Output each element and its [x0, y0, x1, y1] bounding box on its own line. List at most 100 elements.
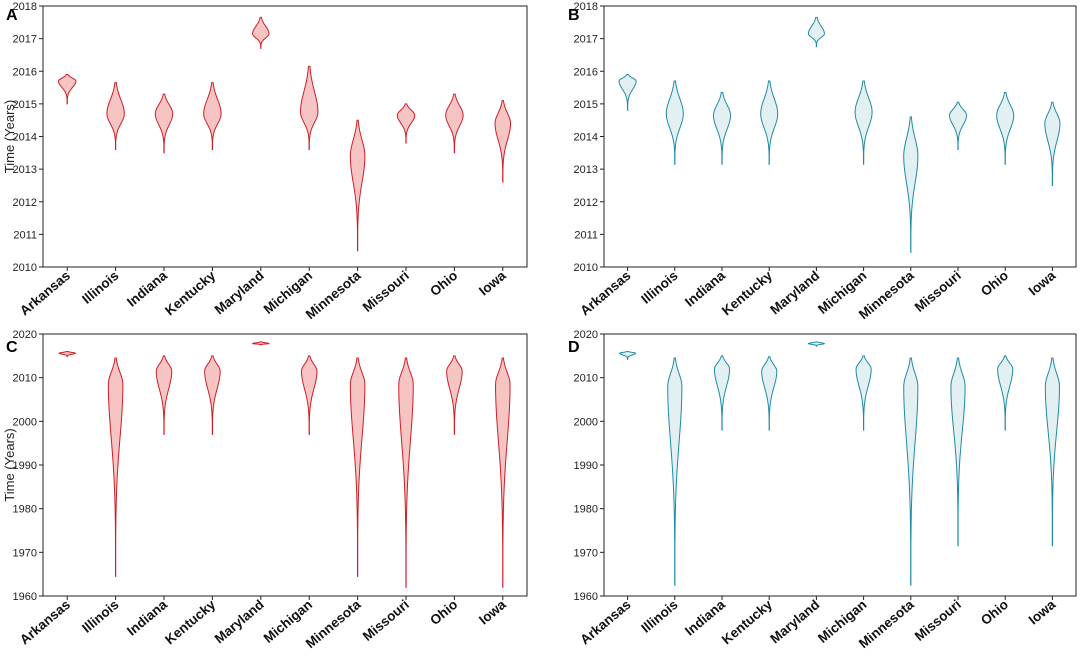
violin-ohio	[445, 93, 464, 154]
y-tick-label: 2010	[574, 373, 598, 385]
y-tick-label: 2013	[574, 164, 598, 176]
y-tick-label: 2014	[13, 132, 37, 144]
category-label-maryland: Maryland	[767, 268, 822, 318]
y-tick-label: 1970	[574, 547, 598, 559]
y-tick-label: 1980	[13, 504, 37, 516]
y-tick-label: 2014	[574, 132, 598, 144]
category-label-indiana: Indiana	[124, 267, 170, 309]
category-label-arkansas: Arkansas	[577, 268, 633, 319]
category-label-illinois: Illinois	[79, 597, 121, 636]
violin-iowa	[1044, 357, 1060, 547]
y-tick-label: 2000	[13, 416, 37, 428]
category-label-maryland: Maryland	[767, 597, 822, 647]
violin-missouri	[396, 103, 416, 144]
category-label-iowa: Iowa	[1026, 596, 1059, 627]
violin-minnesota	[903, 357, 919, 586]
category-label-arkansas: Arkansas	[577, 597, 633, 648]
y-tick-label: 2015	[574, 99, 598, 111]
panel-C: C Time (Years) 1960 1970 1980 1990 2000 2010 202…	[2, 329, 528, 651]
category-label-kentucky: Kentucky	[719, 596, 776, 647]
panel-A: A Time (Years) 2010 2011 2012 2013 2014 2015 201…	[2, 1, 528, 322]
violin-illinois	[107, 357, 124, 577]
y-tick-label: 2016	[13, 66, 37, 78]
category-label-arkansas: Arkansas	[17, 597, 73, 648]
violin-missouri	[949, 101, 967, 151]
violin-illinois	[106, 82, 125, 151]
violin-maryland	[251, 341, 270, 346]
violin-kentucky	[203, 82, 222, 151]
violin-ohio	[996, 91, 1015, 165]
category-label-indiana: Indiana	[682, 596, 728, 638]
violin-michigan	[854, 80, 873, 165]
category-label-kentucky: Kentucky	[162, 267, 219, 318]
y-axis-label: Time (Years)	[2, 100, 17, 173]
y-tick-label: 1970	[13, 547, 37, 559]
violin-indiana	[713, 355, 731, 431]
panel-label: C	[6, 339, 18, 356]
y-tick-label: 1980	[574, 504, 598, 516]
violin-iowa	[495, 357, 511, 588]
y-tick-label: 2017	[574, 34, 598, 46]
y-tick-label: 1960	[574, 591, 598, 603]
y-tick-label: 2020	[13, 329, 37, 341]
y-axis-label: Time (Years)	[2, 428, 17, 501]
y-tick-label: 2012	[13, 197, 37, 209]
y-tick-label: 1960	[13, 591, 37, 603]
violin-michigan	[855, 355, 872, 431]
y-tick-label: 2015	[13, 99, 37, 111]
category-label-illinois: Illinois	[638, 268, 680, 307]
violin-maryland	[807, 341, 825, 347]
category-label-iowa: Iowa	[476, 267, 509, 298]
violin-missouri	[398, 357, 414, 588]
violin-arkansas	[619, 350, 637, 360]
panel-label: A	[6, 7, 18, 24]
category-label-missouri: Missouri	[360, 268, 412, 315]
violin-minnesota	[349, 119, 366, 252]
violin-indiana	[712, 91, 732, 165]
violin-minnesota	[349, 357, 366, 577]
y-tick-label: 2010	[13, 373, 37, 385]
y-tick-label: 2020	[574, 329, 598, 341]
y-tick-label: 1990	[574, 460, 598, 472]
violin-maryland	[252, 16, 270, 49]
violin-indiana	[155, 355, 173, 435]
category-label-missouri: Missouri	[912, 268, 964, 315]
violin-illinois	[667, 357, 683, 586]
category-label-maryland: Maryland	[212, 268, 267, 318]
category-label-illinois: Illinois	[638, 597, 680, 636]
category-label-indiana: Indiana	[682, 267, 728, 309]
y-tick-label: 2013	[13, 164, 37, 176]
violin-ohio	[446, 355, 463, 435]
panel-B: B 2010 2011 2012 2013 2014 2015 2016 2017 2018 Ark…	[568, 1, 1077, 322]
category-label-ohio: Ohio	[978, 268, 1011, 299]
violin-iowa	[1044, 101, 1061, 186]
category-label-indiana: Indiana	[124, 596, 170, 638]
violin-arkansas	[618, 74, 637, 111]
violin-michigan	[299, 65, 319, 151]
category-label-iowa: Iowa	[1026, 267, 1059, 298]
violin-kentucky	[761, 356, 778, 431]
y-tick-label: 2016	[574, 66, 598, 78]
violin-arkansas	[58, 74, 77, 105]
panel-D: D 1960 1970 1980 1990 2000 2010 2020 Arkansas Ill…	[568, 329, 1077, 651]
violin-kentucky	[760, 80, 779, 165]
violin-iowa	[494, 100, 512, 183]
y-tick-label: 2011	[13, 229, 37, 241]
category-label-ohio: Ohio	[978, 597, 1011, 628]
category-label-missouri: Missouri	[360, 597, 412, 644]
panel-label: B	[568, 7, 580, 24]
panel-label: D	[568, 339, 580, 356]
category-label-kentucky: Kentucky	[162, 596, 219, 647]
violin-indiana	[154, 93, 174, 154]
violin-ohio	[997, 355, 1014, 431]
y-tick-label: 2010	[13, 262, 37, 274]
violin-michigan	[300, 355, 318, 435]
y-tick-label: 2000	[574, 416, 598, 428]
category-label-ohio: Ohio	[427, 268, 460, 299]
category-label-arkansas: Arkansas	[17, 268, 73, 319]
category-label-iowa: Iowa	[476, 596, 509, 627]
violin-arkansas	[58, 350, 76, 358]
violin-illinois	[665, 80, 684, 165]
y-tick-label: 2012	[574, 197, 598, 209]
